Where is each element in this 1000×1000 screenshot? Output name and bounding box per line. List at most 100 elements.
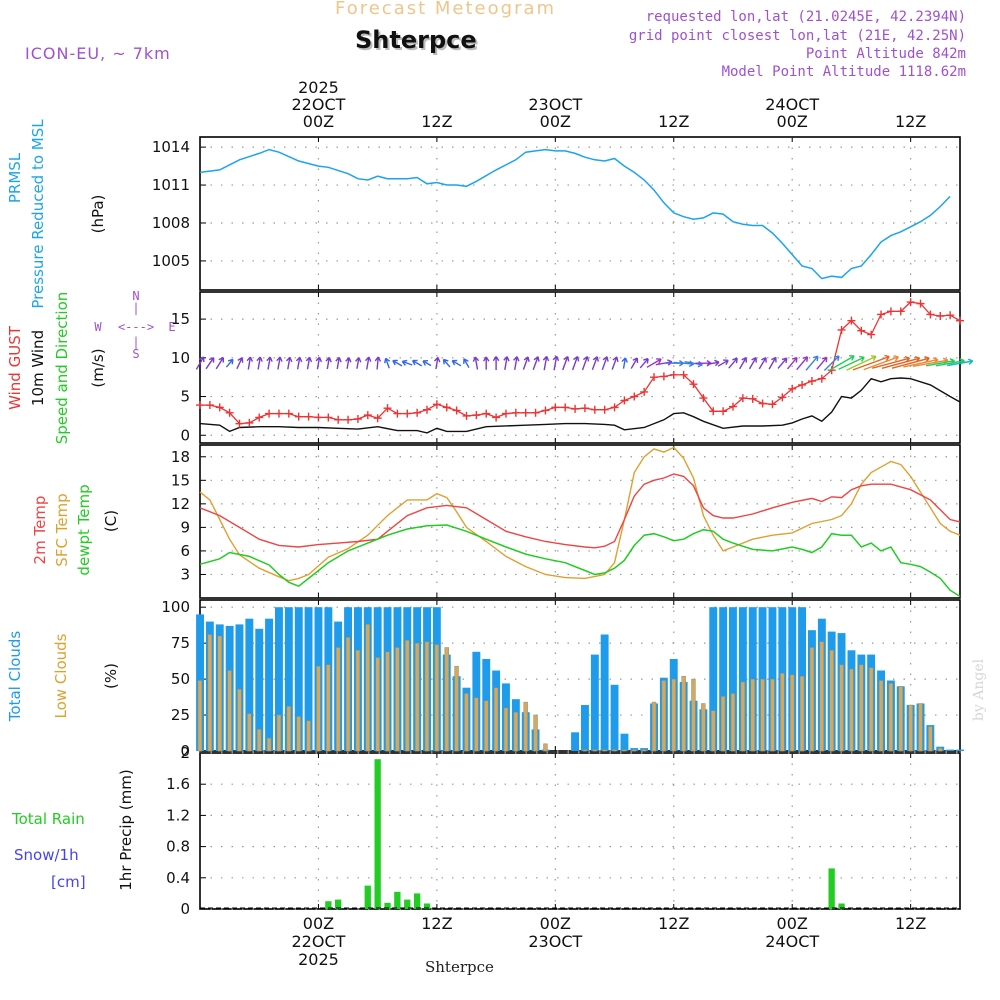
wind-gust-marker bbox=[284, 409, 293, 418]
wind-direction-arrow bbox=[823, 355, 840, 371]
low-cloud-bar bbox=[740, 681, 746, 752]
y-tick-label: 100 bbox=[161, 598, 190, 616]
wind-direction-arrow bbox=[225, 358, 234, 368]
wind-direction-arrow bbox=[532, 356, 540, 371]
wind-gust-marker bbox=[669, 370, 678, 379]
wind-direction-arrow bbox=[285, 356, 293, 370]
low-cloud-bar bbox=[730, 693, 736, 752]
low-cloud-bar bbox=[355, 650, 361, 752]
total-cloud-bar bbox=[719, 607, 728, 751]
wind-direction-arrow bbox=[947, 358, 974, 367]
top-date-label: 22OCT bbox=[291, 95, 345, 114]
y-tick-label: 15 bbox=[171, 310, 190, 328]
low-cloud-bar bbox=[711, 710, 716, 752]
low-cloud-bar bbox=[691, 678, 696, 752]
forecast-title: Forecast Meteogram bbox=[335, 0, 557, 19]
wind-gust-marker bbox=[511, 408, 520, 417]
wind-gust-marker bbox=[778, 393, 787, 402]
pressure-label-long: Pressure Reduced to MSL bbox=[29, 119, 47, 309]
wind-direction-arrow bbox=[601, 356, 609, 371]
low-cloud-bar bbox=[829, 650, 834, 752]
pressure-line bbox=[199, 148, 951, 280]
wind-direction-arrow bbox=[442, 358, 451, 368]
y-tick-label: 0 bbox=[180, 426, 190, 444]
low-cloud-bar bbox=[720, 696, 726, 752]
low-cloud-bar bbox=[622, 749, 627, 752]
y-tick-label: 1.6 bbox=[166, 775, 190, 793]
wind-gust-marker bbox=[314, 413, 323, 422]
wind-gust-marker bbox=[738, 394, 747, 403]
wind-gust-marker bbox=[580, 404, 589, 413]
wind-direction-arrow bbox=[472, 356, 480, 370]
top-hour-label: 12Z bbox=[658, 112, 689, 131]
bottom-date-label: 23OCT bbox=[528, 932, 582, 951]
wind-direction-arrow bbox=[483, 356, 490, 370]
low-cloud-bar bbox=[641, 749, 647, 752]
low-cloud-bar bbox=[385, 651, 390, 752]
wind-direction-arrow bbox=[852, 354, 890, 371]
precip-bar bbox=[423, 903, 431, 909]
compass-south: S bbox=[132, 347, 139, 361]
model-label: ICON-EU, ~ 7km bbox=[25, 44, 171, 63]
panel-frame bbox=[199, 291, 961, 444]
low-cloud-bar bbox=[513, 711, 519, 752]
wind-gust-marker bbox=[659, 372, 668, 381]
wind-gust-marker bbox=[373, 414, 382, 423]
low-cloud-bar bbox=[750, 678, 755, 752]
wind-direction-arrow bbox=[451, 359, 462, 367]
temp-dewpt-label: dewpt Temp bbox=[75, 484, 93, 575]
temp-sfc-label: SFC Temp bbox=[53, 493, 71, 566]
total-cloud-bar bbox=[620, 733, 629, 751]
low-cloud-bar bbox=[582, 749, 588, 752]
precip-bar bbox=[394, 891, 401, 909]
low-cloud-bar bbox=[760, 678, 765, 752]
wind-direction-arrow bbox=[571, 355, 580, 371]
cloud-unit: (%) bbox=[102, 663, 120, 689]
compass-stem: | bbox=[132, 301, 139, 315]
wind-gust-marker bbox=[817, 374, 826, 383]
compass-stem: | bbox=[132, 335, 139, 349]
wind-gust-marker bbox=[255, 413, 264, 422]
wind-direction-arrow bbox=[581, 355, 590, 371]
wind-gust-marker bbox=[324, 413, 333, 422]
precip-axis-label: 1hr Precip (mm) bbox=[117, 769, 135, 890]
wind-gust-marker bbox=[551, 403, 560, 412]
y-tick-label: 1014 bbox=[152, 138, 190, 156]
y-tick-label: 18 bbox=[171, 448, 190, 466]
wind-gust-marker bbox=[956, 316, 964, 325]
top-hour-label: 00Z bbox=[303, 112, 334, 131]
low-cloud-bar bbox=[454, 665, 459, 752]
y-tick-label: 0 bbox=[180, 900, 190, 918]
low-cloud-bar bbox=[227, 670, 232, 752]
low-cloud-bar bbox=[237, 688, 242, 752]
top-hour-label: 12Z bbox=[421, 112, 452, 131]
low-cloud-bar bbox=[395, 647, 400, 752]
total-cloud-bar bbox=[729, 607, 737, 751]
temp-unit: (C) bbox=[102, 510, 120, 532]
low-cloud-bar bbox=[345, 637, 351, 752]
wind-gust-marker bbox=[225, 408, 234, 417]
low-cloud-bar bbox=[207, 634, 213, 752]
low-cloud-bar bbox=[484, 700, 489, 752]
wind-10m-label: 10m Wind bbox=[29, 330, 47, 406]
wind-direction-arrow bbox=[492, 356, 500, 370]
wind-direction-arrow bbox=[748, 356, 757, 370]
y-tick-label: 12 bbox=[171, 495, 190, 513]
low-cloud-bar bbox=[868, 667, 874, 752]
wind-gust-marker bbox=[788, 384, 797, 393]
bottom-hour-label: 00Z bbox=[777, 914, 808, 933]
wind-direction-arrow bbox=[522, 356, 530, 370]
wind-gust-marker bbox=[423, 405, 432, 414]
y-tick-label: 0.4 bbox=[166, 869, 190, 887]
wind-gust-marker bbox=[798, 380, 807, 389]
panel-frame bbox=[199, 599, 961, 752]
low-cloud-bar bbox=[424, 641, 430, 752]
wind-direction-arrow bbox=[758, 356, 767, 370]
low-cloud-bar bbox=[503, 707, 509, 752]
wind-gust-marker bbox=[689, 380, 698, 389]
wind-gust-marker bbox=[265, 409, 274, 418]
wind-direction-arrow bbox=[305, 356, 313, 370]
wind-direction-arrow bbox=[717, 359, 729, 367]
wind-direction-arrow bbox=[805, 355, 819, 371]
